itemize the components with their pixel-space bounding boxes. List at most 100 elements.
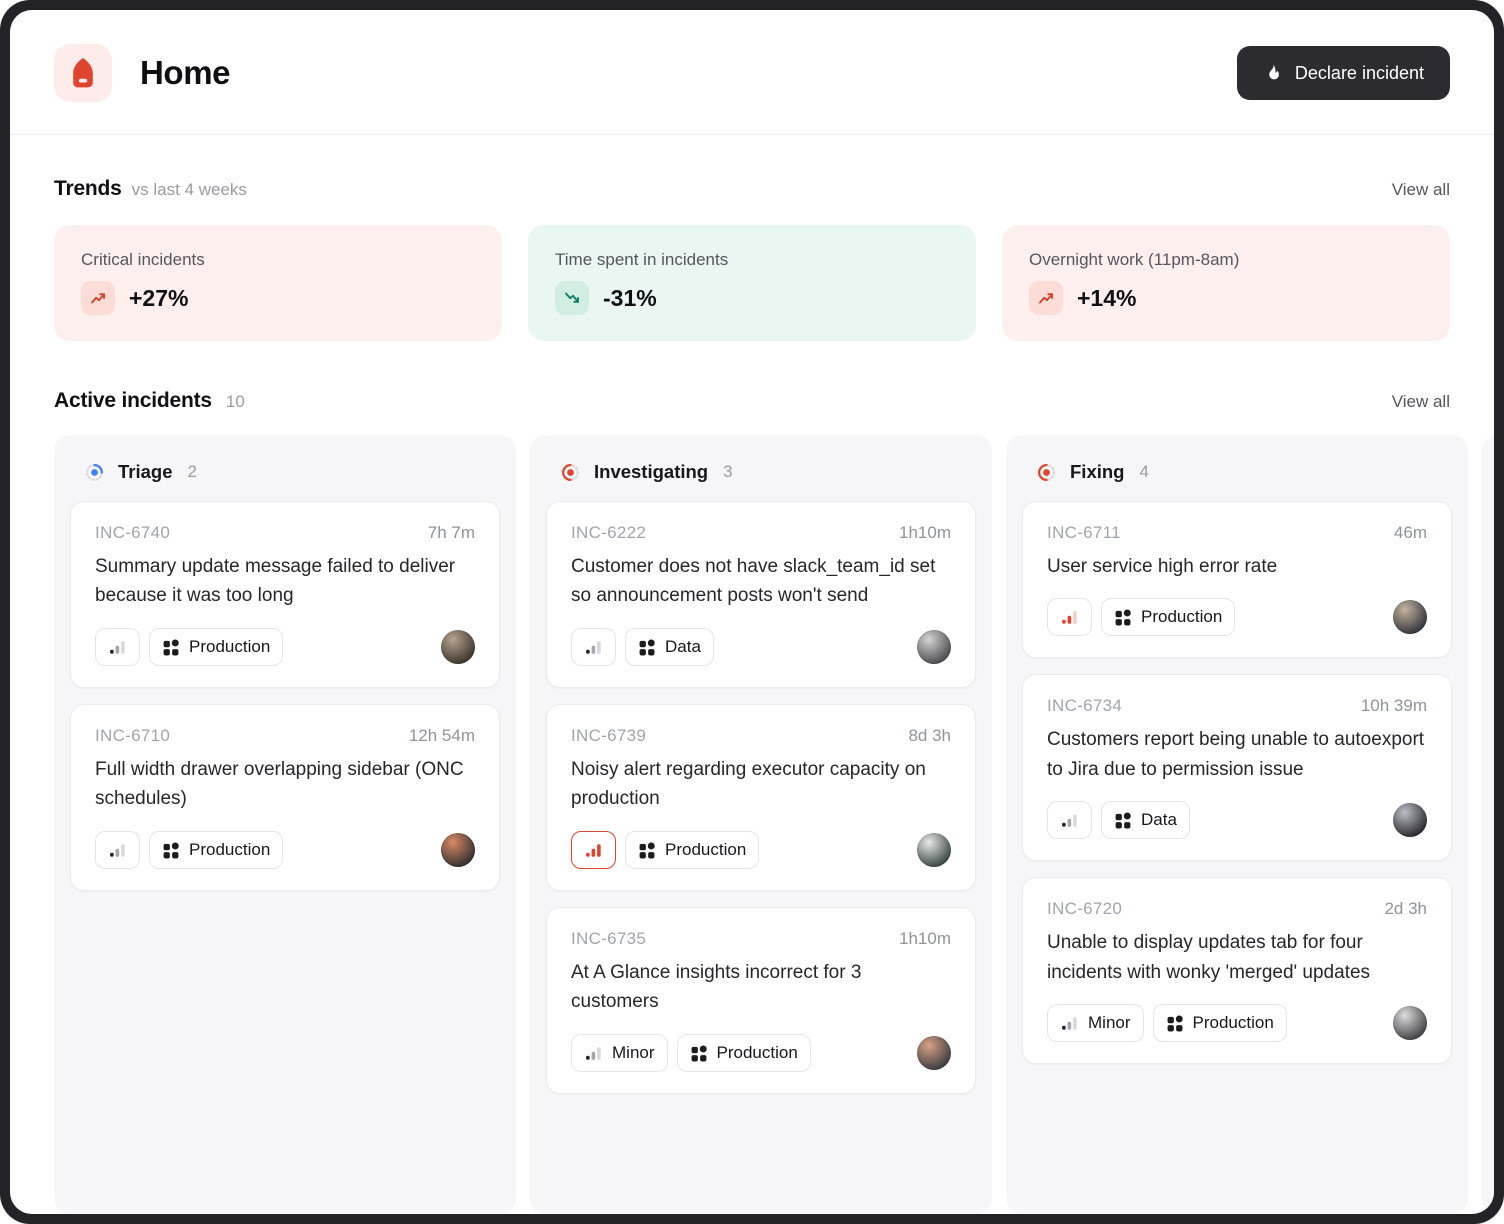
trend-card-critical-incidents: Critical incidents +27% <box>54 225 502 341</box>
trend-label: Overnight work (11pm-8am) <box>1029 250 1240 269</box>
kanban-column-fixing: Fixing 4 INC-6711 46m User service high … <box>1006 435 1468 1214</box>
flame-icon <box>1269 64 1279 80</box>
avatar <box>917 1035 951 1070</box>
severity-badge <box>571 627 616 666</box>
team-label: Production <box>1141 607 1223 627</box>
incident-id: INC-6710 <box>95 725 171 745</box>
team-badge: Production <box>1152 1004 1287 1043</box>
incident-id: INC-6734 <box>1047 696 1123 716</box>
incident-duration: 2d 3h <box>1384 899 1427 919</box>
team-badge: Production <box>149 627 284 666</box>
incident-title: User service high error rate <box>1047 556 1278 577</box>
incident-id: INC-6739 <box>571 725 647 745</box>
kanban-column-triage: Triage 2 INC-6740 7h 7m Summary update m… <box>54 435 516 1214</box>
team-label: Production <box>189 839 271 859</box>
trend-value: +14% <box>1077 284 1137 311</box>
severity-bars-icon <box>110 844 125 857</box>
team-grid-icon <box>163 842 179 859</box>
trend-down-icon <box>555 281 589 315</box>
team-badge: Production <box>676 1033 811 1072</box>
team-grid-icon <box>639 639 655 656</box>
team-grid-icon <box>1167 1015 1183 1032</box>
trends-title: Trends <box>54 177 122 200</box>
kanban-column-investigating: Investigating 3 INC-6222 1h10m Customer … <box>530 435 992 1214</box>
incident-id: INC-6222 <box>571 523 647 542</box>
trend-card-time-spent: Time spent in incidents -31% <box>528 225 976 341</box>
incident-title: Noisy alert regarding executor capacity … <box>571 758 926 810</box>
team-label: Production <box>716 1042 798 1062</box>
incident-card[interactable]: INC-6740 7h 7m Summary update message fa… <box>70 501 500 688</box>
severity-badge <box>95 830 140 869</box>
severity-bars-icon <box>586 844 601 857</box>
trend-up-icon <box>81 281 115 315</box>
avatar <box>1393 600 1427 635</box>
incident-duration: 46m <box>1393 523 1427 542</box>
team-grid-icon <box>163 639 179 656</box>
incident-card[interactable]: INC-6222 1h10m Customer does not have sl… <box>546 501 976 688</box>
kanban-column-header: Triage 2 <box>70 453 500 491</box>
incident-id: INC-6711 <box>1047 523 1121 542</box>
team-label: Data <box>665 636 701 656</box>
severity-bars-icon <box>586 1046 601 1060</box>
team-badge: Production <box>625 830 760 869</box>
trend-cards: Critical incidents +27% <box>10 225 1494 341</box>
incident-title: At A Glance insights incorrect for 3 cus… <box>571 961 862 1013</box>
severity-label: Minor <box>1088 1013 1131 1033</box>
incident-badges: Production <box>571 830 760 869</box>
trend-value: -31% <box>603 284 657 311</box>
severity-badge: Minor <box>571 1033 668 1072</box>
active-incidents-view-all-link[interactable]: View all <box>1391 392 1450 411</box>
incident-card[interactable]: INC-6735 1h10m At A Glance insights inco… <box>546 906 976 1094</box>
incident-title: Customer does not have slack_team_id set… <box>571 556 936 607</box>
team-badge: Data <box>625 627 714 666</box>
trend-label: Time spent in incidents <box>555 250 729 269</box>
incident-card[interactable]: INC-6711 46m User service high error rat… <box>1022 501 1452 659</box>
column-count: 2 <box>187 462 197 481</box>
header-left: Home <box>54 44 230 102</box>
team-grid-icon <box>1115 812 1131 829</box>
page-title: Home <box>140 54 231 91</box>
avatar <box>917 832 951 867</box>
incident-badges: Minor Production <box>571 1033 811 1072</box>
incident-duration: 1h10m <box>899 523 951 542</box>
trends-subtitle: vs last 4 weeks <box>131 180 247 199</box>
incident-card[interactable]: INC-6734 10h 39m Customers report being … <box>1022 674 1452 862</box>
incident-title: Full width drawer overlapping sidebar (O… <box>95 758 464 810</box>
home-icon <box>54 44 112 102</box>
severity-badge <box>571 830 616 869</box>
kanban-column-header: Fixing 4 <box>1022 453 1452 491</box>
trend-card-overnight-work: Overnight work (11pm-8am) +14% <box>1002 225 1450 341</box>
kanban-board[interactable]: Triage 2 INC-6740 7h 7m Summary update m… <box>10 435 1494 1214</box>
active-incidents-title: Active incidents <box>54 389 212 412</box>
declare-incident-button[interactable]: Declare incident <box>1236 46 1450 100</box>
severity-bars-icon <box>1062 1017 1077 1030</box>
incident-badges: Production <box>95 830 284 869</box>
incident-id: INC-6740 <box>95 523 171 542</box>
incident-id: INC-6720 <box>1047 899 1123 919</box>
column-name: Fixing <box>1070 461 1125 482</box>
team-badge: Production <box>149 830 284 869</box>
column-name: Triage <box>118 461 173 482</box>
incident-title: Unable to display updates tab for four i… <box>1047 932 1371 983</box>
status-icon <box>86 463 103 481</box>
severity-label: Minor <box>612 1042 655 1062</box>
team-grid-icon <box>691 1045 707 1062</box>
severity-bars-icon <box>110 641 125 654</box>
avatar <box>441 629 475 664</box>
incident-title: Customers report being unable to autoexp… <box>1047 729 1425 780</box>
team-grid-icon <box>1115 609 1131 626</box>
column-cards: INC-6222 1h10m Customer does not have sl… <box>546 501 976 1094</box>
incident-card[interactable]: INC-6710 12h 54m Full width drawer overl… <box>70 703 500 891</box>
severity-bars-icon <box>1062 814 1077 828</box>
incident-duration: 7h 7m <box>427 523 475 542</box>
active-incidents-header: Active incidents 10 View all <box>10 389 1494 413</box>
column-count: 3 <box>723 462 733 481</box>
incident-card[interactable]: INC-6739 8d 3h Noisy alert regarding exe… <box>546 703 976 891</box>
incident-badges: Data <box>571 627 714 666</box>
column-name: Investigating <box>594 461 709 482</box>
incident-card[interactable]: INC-6720 2d 3h Unable to display updates… <box>1022 877 1452 1065</box>
trends-view-all-link[interactable]: View all <box>1391 180 1450 199</box>
severity-badge <box>1047 801 1092 840</box>
trend-up-icon <box>1029 281 1063 315</box>
